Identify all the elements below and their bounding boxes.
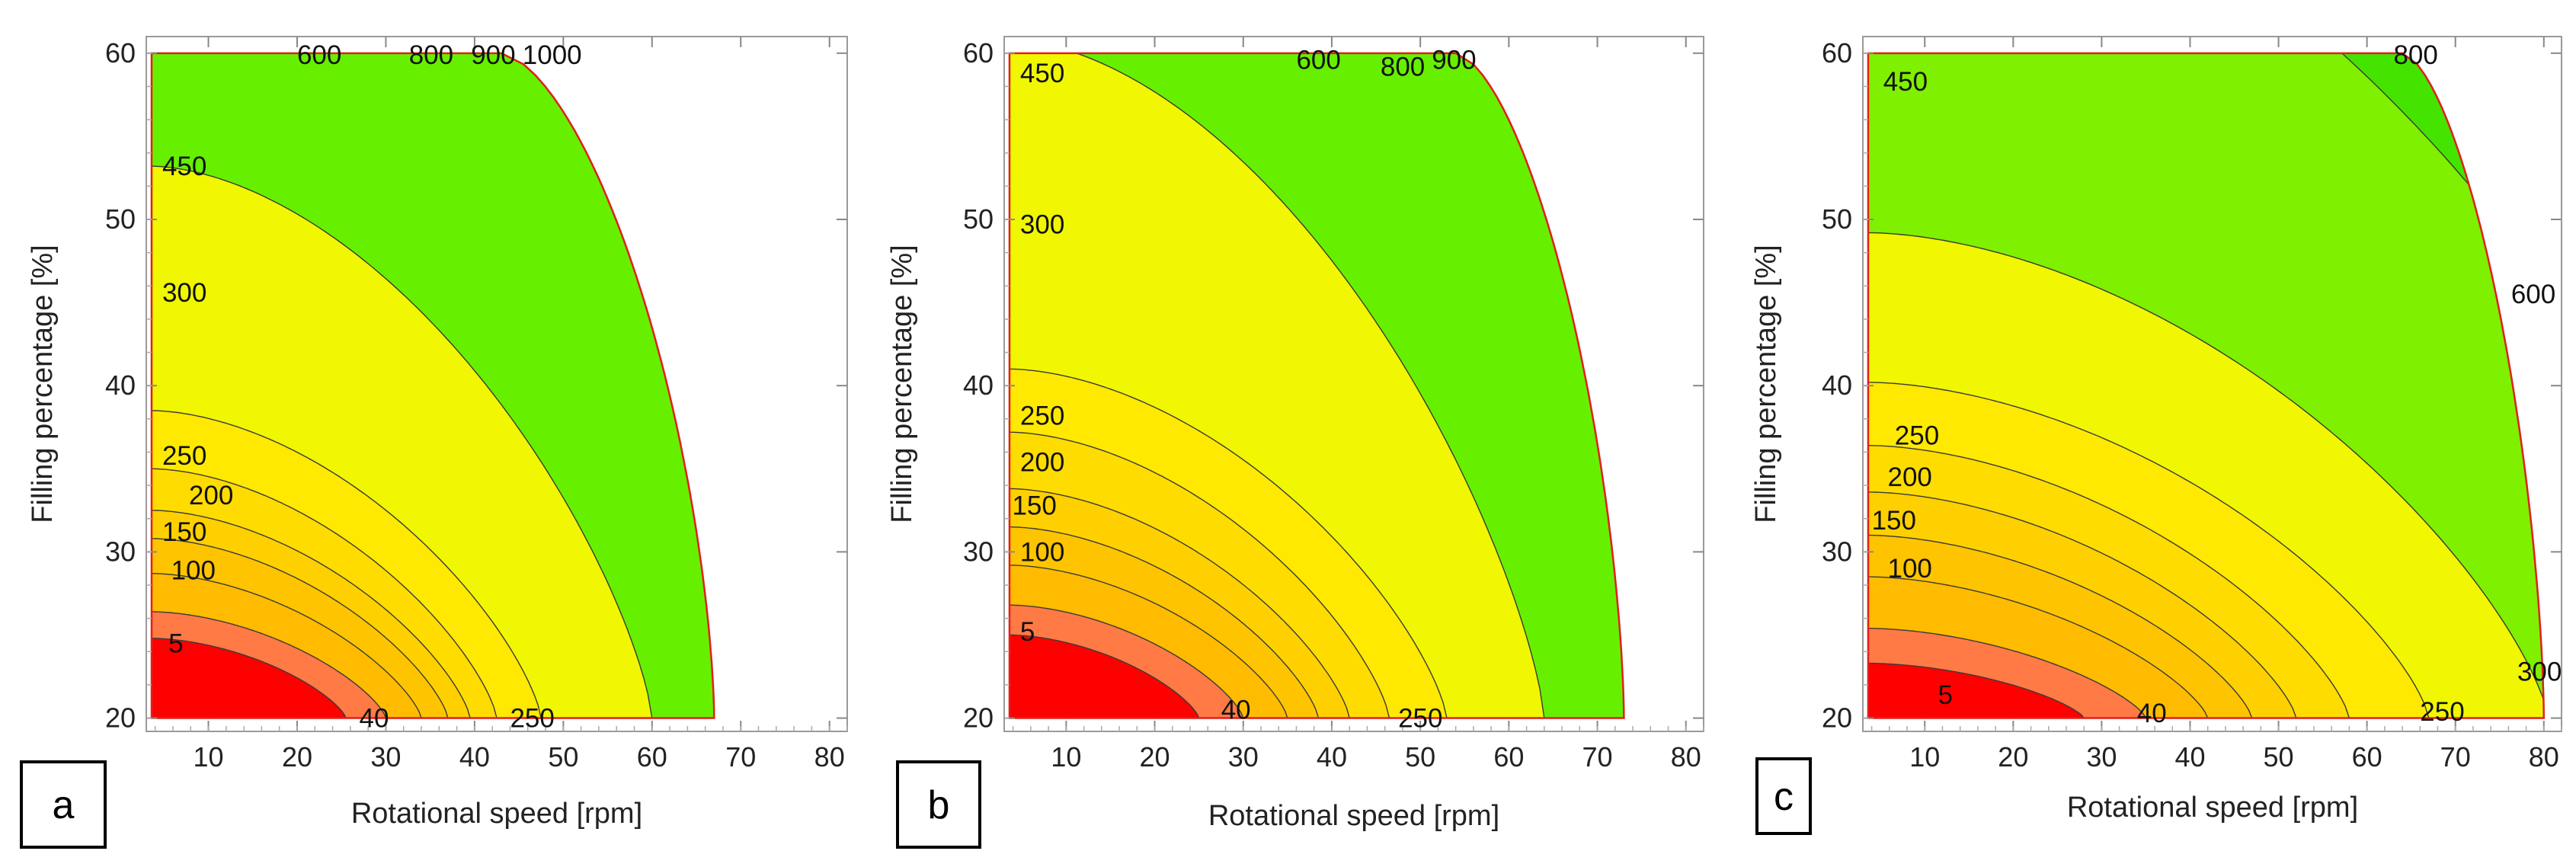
contour-label: 200 (189, 481, 233, 510)
contour-label: 250 (1895, 421, 1939, 451)
contour-label: 200 (1020, 448, 1064, 478)
contour-label: 800 (2393, 40, 2437, 70)
x-tick-label: 30 (2086, 741, 2117, 773)
x-tick-label: 70 (725, 741, 756, 773)
y-axis-title: Filling percentage [%] (886, 245, 918, 523)
x-tick-label: 20 (1140, 741, 1170, 773)
y-tick-label: 50 (963, 203, 994, 235)
y-tick-label: 20 (963, 702, 994, 734)
x-tick-label: 40 (1317, 741, 1347, 773)
y-tick-label: 20 (1822, 702, 1852, 734)
contour-label: 900 (1432, 46, 1476, 75)
y-tick-label: 50 (105, 203, 136, 235)
contour-label: 100 (1020, 537, 1064, 567)
contour-label: 300 (1020, 210, 1064, 240)
y-tick-label: 40 (1822, 370, 1852, 401)
y-tick-label: 30 (963, 536, 994, 567)
x-tick-label: 30 (1228, 741, 1259, 773)
y-axis-title: Filling percentage [%] (1750, 245, 1782, 523)
figure: 10 20 30 40 50 60 70 80 20 30 40 50 60 5 40 100 150 200 2… (0, 0, 2576, 867)
contour-label: 600 (297, 40, 341, 70)
contour-label: 900 (471, 40, 515, 70)
x-tick-label: 20 (282, 741, 312, 773)
y-axis-title: Filling percentage [%] (27, 245, 59, 523)
contour-label: 600 (2511, 280, 2555, 309)
x-tick-label: 60 (2352, 741, 2382, 773)
contour-label: 250 (510, 704, 554, 734)
contour-label: 5 (1938, 680, 1953, 710)
contour-label: 40 (359, 704, 389, 734)
contour-fills (1004, 0, 1880, 801)
contour-label: 250 (2420, 697, 2464, 727)
x-tick-label: 20 (1998, 741, 2028, 773)
panel-b: 10 20 30 40 50 60 70 80 20 30 40 50 60 5 40 100 150 200 2… (886, 0, 1880, 847)
contour-label: 100 (171, 555, 216, 585)
x-tick-label: 80 (814, 741, 845, 773)
contour-label: 800 (409, 40, 453, 70)
y-tick-label: 20 (105, 702, 136, 734)
contour-label: 250 (1020, 401, 1064, 430)
x-tick-label: 10 (1909, 741, 1940, 773)
y-tick-label: 30 (1822, 536, 1852, 567)
contour-label: 600 (1296, 46, 1340, 75)
x-tick-label: 30 (370, 741, 401, 773)
y-tick-label: 60 (105, 37, 136, 69)
y-tick-label: 50 (1822, 203, 1852, 235)
panel-label: b (928, 783, 950, 827)
x-tick-label: 80 (2529, 741, 2559, 773)
contour-label: 450 (1020, 59, 1064, 88)
contour-label: 150 (1872, 506, 1916, 536)
x-axis-title: Rotational speed [rpm] (1208, 800, 1499, 832)
panel-a: 10 20 30 40 50 60 70 80 20 30 40 50 60 5 40 100 150 200 2… (21, 0, 1007, 847)
contour-label: 450 (1883, 67, 1928, 97)
contour-label: 800 (1381, 52, 1425, 82)
x-tick-label: 60 (1493, 741, 1524, 773)
contour-label: 40 (1221, 696, 1251, 725)
contour-label: 150 (162, 517, 206, 547)
x-tick-label: 70 (1582, 741, 1613, 773)
x-tick-label: 40 (459, 741, 490, 773)
x-tick-label: 80 (1671, 741, 1701, 773)
x-tick-label: 50 (548, 741, 578, 773)
x-axis-title: Rotational speed [rpm] (2067, 792, 2358, 824)
x-tick-label: 50 (2264, 741, 2294, 773)
y-tick-label: 40 (963, 370, 994, 401)
y-tick-label: 30 (105, 536, 136, 567)
y-tick-label: 60 (963, 37, 994, 69)
y-tick-label: 40 (105, 370, 136, 401)
x-tick-label: 10 (193, 741, 223, 773)
x-tick-label: 40 (2174, 741, 2205, 773)
contour-label: 1000 (523, 40, 582, 70)
contour-label: 250 (1398, 704, 1442, 734)
x-tick-label: 50 (1405, 741, 1435, 773)
x-tick-label: 10 (1051, 741, 1081, 773)
y-tick-label: 60 (1822, 37, 1852, 69)
contour-label: 40 (2137, 699, 2167, 728)
x-axis-title: Rotational speed [rpm] (351, 798, 642, 830)
panel-c: 10 20 30 40 50 60 70 80 20 30 40 50 60 5 40 100 150 200 2… (1750, 0, 2576, 833)
panel-label: a (53, 783, 75, 827)
contour-label: 5 (1020, 617, 1035, 647)
contour-label: 100 (1888, 554, 1932, 584)
contour-label: 300 (162, 278, 206, 308)
contour-label: 5 (168, 629, 183, 658)
contour-label: 250 (162, 441, 206, 471)
contour-label: 300 (2517, 657, 2562, 686)
contour-label: 150 (1012, 491, 1056, 520)
x-tick-label: 70 (2440, 741, 2471, 773)
panel-label: c (1774, 775, 1794, 819)
contour-label: 450 (162, 152, 206, 181)
x-tick-label: 60 (637, 741, 667, 773)
contour-label: 200 (1888, 462, 1932, 492)
